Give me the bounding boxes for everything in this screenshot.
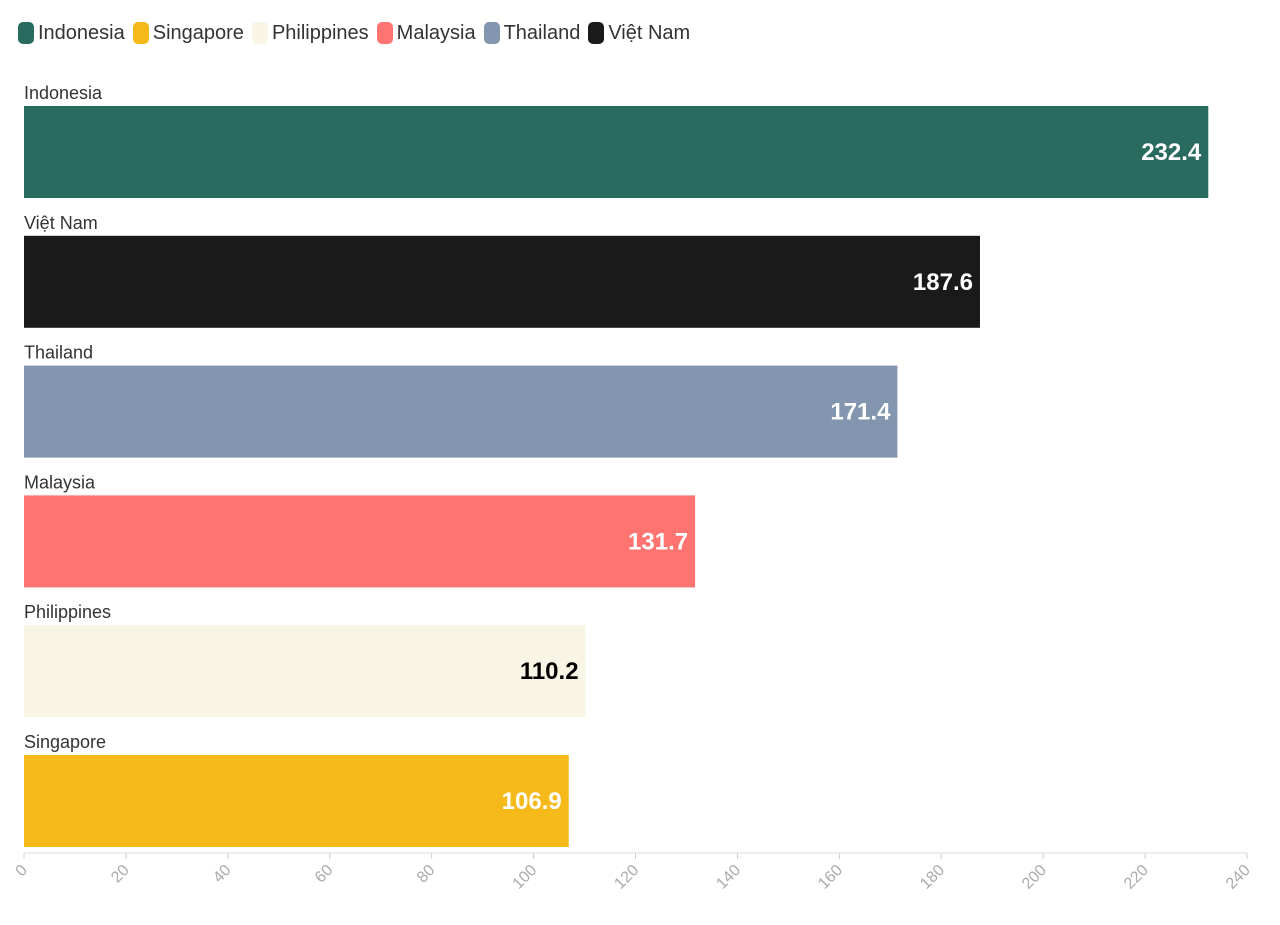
value-label-viet-nam: 187.6 <box>913 269 973 296</box>
category-label-malaysia: Malaysia <box>24 472 96 492</box>
legend-label-indonesia: Indonesia <box>38 21 125 44</box>
value-label-indonesia: 232.4 <box>1141 139 1202 166</box>
legend-label-thailand: Thailand <box>503 21 581 44</box>
x-tick-label-40: 40 <box>210 862 235 887</box>
legend-item-malaysia[interactable]: Malaysia <box>376 21 476 45</box>
x-tick-label-20: 20 <box>108 862 133 887</box>
bar-thailand[interactable] <box>24 365 898 458</box>
legend-swatch-thailand <box>483 22 500 44</box>
category-label-thailand: Thailand <box>24 343 93 363</box>
x-tick-label-180: 180 <box>917 862 948 893</box>
legend-label-singapore: Singapore <box>152 21 244 44</box>
x-tick-label-140: 140 <box>713 862 744 893</box>
x-tick-label-220: 220 <box>1121 862 1152 893</box>
legend-label-malaysia: Malaysia <box>396 21 476 44</box>
value-label-philippines: 110.2 <box>520 658 579 685</box>
x-tick-label-160: 160 <box>815 862 846 893</box>
legend-swatch-viet-nam <box>588 22 605 44</box>
category-label-viet-nam: Việt Nam <box>24 213 98 233</box>
x-tick-label-200: 200 <box>1019 862 1050 893</box>
category-label-singapore: Singapore <box>24 732 106 752</box>
category-label-indonesia: Indonesia <box>24 83 103 103</box>
value-label-singapore: 106.9 <box>502 788 562 815</box>
bar-indonesia[interactable] <box>24 106 1209 198</box>
legend-swatch-indonesia <box>18 22 34 44</box>
x-tick-label-240: 240 <box>1223 862 1254 893</box>
bar-philippines[interactable] <box>24 625 586 718</box>
value-label-thailand: 171.4 <box>830 399 891 426</box>
legend-item-singapore[interactable]: Singapore <box>132 21 244 45</box>
legend-swatch-philippines <box>251 22 268 44</box>
legend: Indonesia Singapore Philippines Malaysia Tha… <box>18 20 698 46</box>
bar-malaysia[interactable] <box>24 495 696 588</box>
value-label-malaysia: 131.7 <box>628 528 688 555</box>
legend-swatch-malaysia <box>376 22 393 44</box>
x-tick-label-120: 120 <box>611 862 642 893</box>
legend-item-philippines[interactable]: Philippines <box>251 21 369 45</box>
legend-label-philippines: Philippines <box>271 21 369 44</box>
legend-swatch-singapore <box>132 22 149 44</box>
legend-item-viet-nam[interactable]: Việt Nam <box>588 22 690 45</box>
x-tick-label-100: 100 <box>510 862 541 893</box>
x-tick-label-60: 60 <box>312 862 337 887</box>
x-tick-label-0: 0 <box>13 862 31 880</box>
legend-item-thailand[interactable]: Thailand <box>483 21 581 45</box>
bar-viet-nam[interactable] <box>24 235 980 328</box>
legend-label-viet-nam: Việt Nam <box>608 21 691 44</box>
bar-singapore[interactable] <box>24 755 569 847</box>
x-tick-label-80: 80 <box>414 862 439 887</box>
legend-item-indonesia[interactable]: Indonesia <box>18 22 125 45</box>
category-label-philippines: Philippines <box>24 602 111 622</box>
